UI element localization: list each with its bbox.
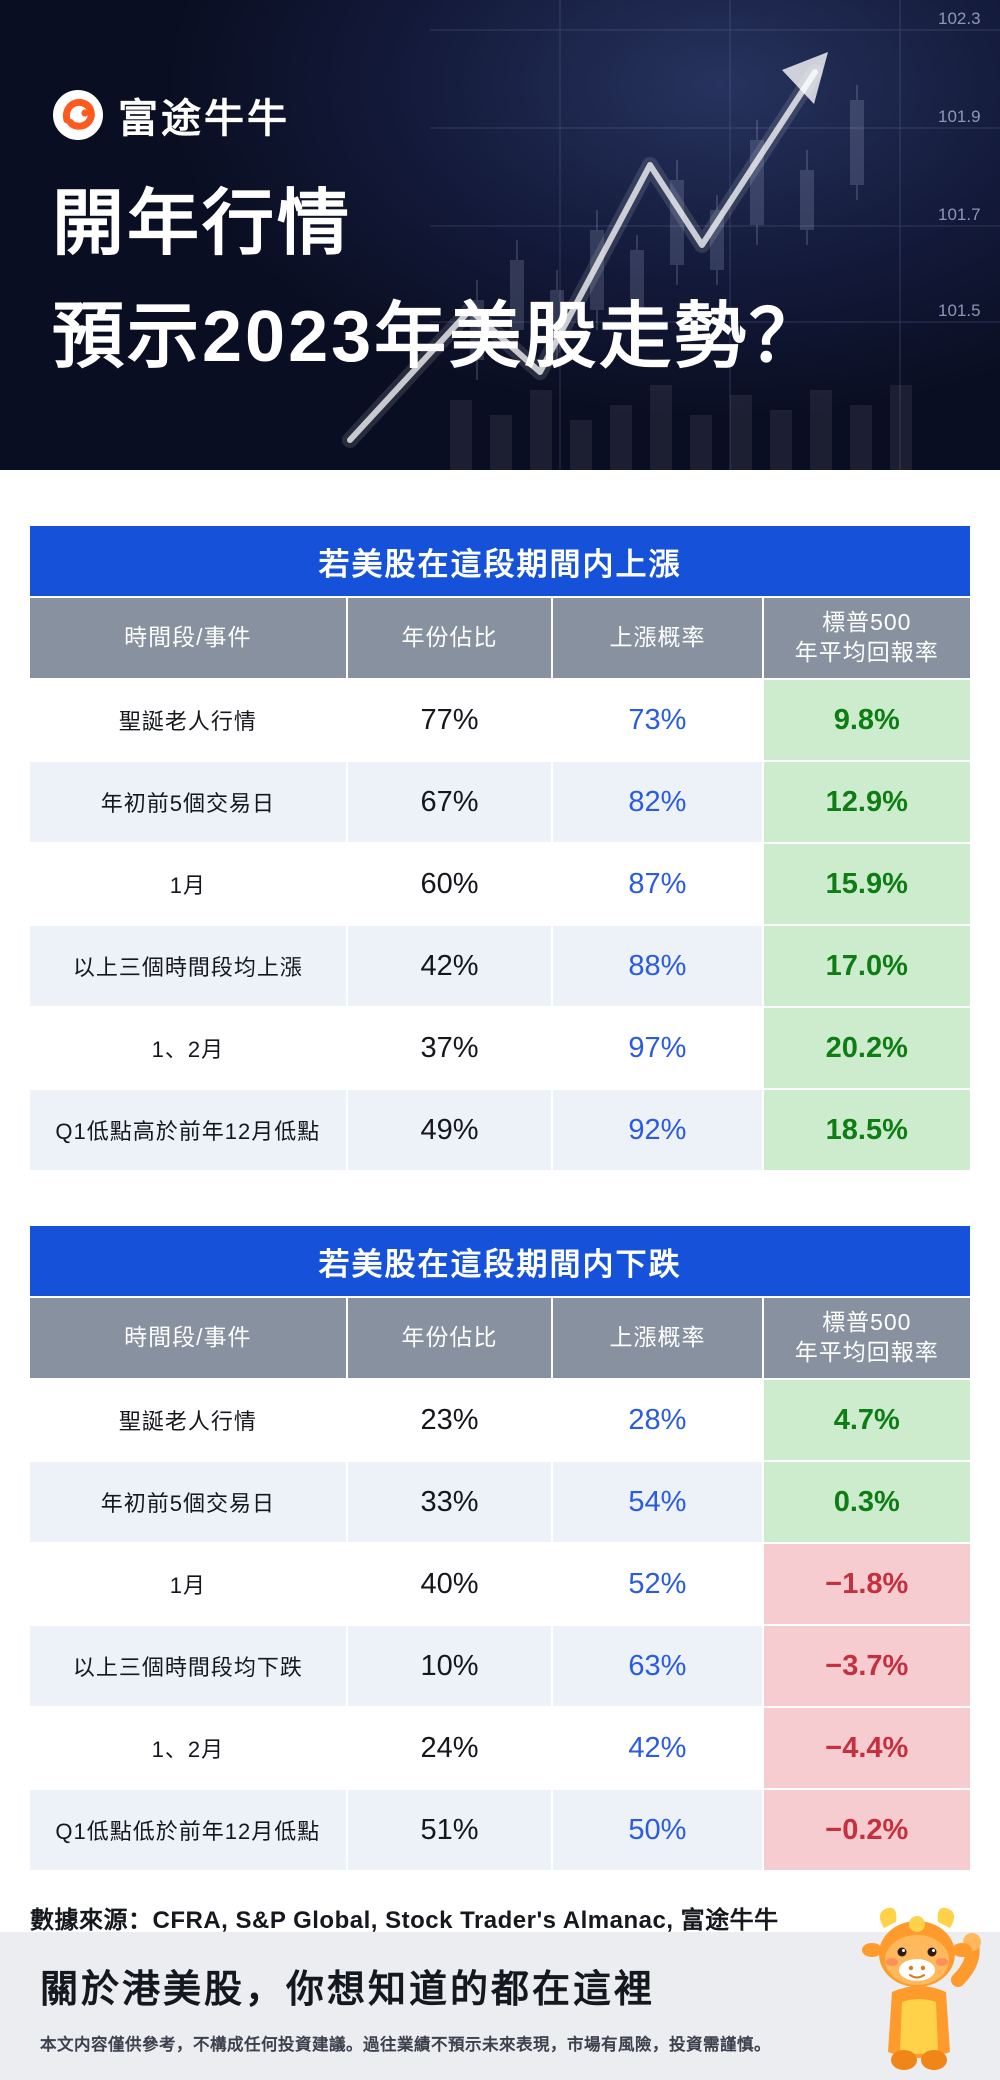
data-source-note: 數據來源：CFRA, S&P Global, Stock Trader's Al… bbox=[30, 1907, 779, 1934]
return-cell: 4.7% bbox=[763, 1380, 970, 1460]
return-cell: 12.9% bbox=[763, 762, 970, 842]
share-cell: 24% bbox=[347, 1708, 552, 1788]
page-title-line1: 開年行情 bbox=[52, 184, 353, 264]
share-cell: 42% bbox=[347, 926, 552, 1006]
column-header: 年份佔比 bbox=[347, 1298, 552, 1378]
event-cell: Q1低點高於前年12月低點 bbox=[30, 1090, 346, 1170]
probability-cell: 42% bbox=[553, 1708, 762, 1788]
event-cell: 年初前5個交易日 bbox=[30, 1462, 346, 1542]
probability-cell: 88% bbox=[553, 926, 762, 1006]
footer-disclaimer: 本文内容僅供參考，不構成任何投資建議。過往業績不預示未來表現，市場有風險，投資需… bbox=[40, 2036, 771, 2054]
event-cell: 聖誕老人行情 bbox=[30, 1380, 346, 1460]
table-row: 1、2月 37% 97% 20.2% bbox=[30, 1008, 970, 1088]
up-trend-arrow bbox=[342, 52, 828, 448]
return-cell: 17.0% bbox=[763, 926, 970, 1006]
probability-cell: 82% bbox=[553, 762, 762, 842]
share-cell: 67% bbox=[347, 762, 552, 842]
column-header: 標普500 年平均回報率 bbox=[763, 598, 970, 678]
table-row: 1、2月 24% 42% −4.4% bbox=[30, 1708, 970, 1788]
event-cell: 以上三個時間段均上漲 bbox=[30, 926, 346, 1006]
table-row: 年初前5個交易日 33% 54% 0.3% bbox=[30, 1462, 970, 1542]
probability-cell: 92% bbox=[553, 1090, 762, 1170]
return-cell: −3.7% bbox=[763, 1626, 970, 1706]
event-cell: 聖誕老人行情 bbox=[30, 680, 346, 760]
share-cell: 37% bbox=[347, 1008, 552, 1088]
event-cell: 1月 bbox=[30, 844, 346, 924]
return-cell: 9.8% bbox=[763, 680, 970, 760]
share-cell: 23% bbox=[347, 1380, 552, 1460]
return-cell: 20.2% bbox=[763, 1008, 970, 1088]
event-cell: 1月 bbox=[30, 1544, 346, 1624]
table-rise: 若美股在這段期間内上漲 時間段/事件 年份佔比 上漲概率 標普500 年平均回報率 聖… bbox=[30, 526, 970, 1170]
share-cell: 33% bbox=[347, 1462, 552, 1542]
return-cell: 15.9% bbox=[763, 844, 970, 924]
probability-cell: 97% bbox=[553, 1008, 762, 1088]
column-header: 上漲概率 bbox=[553, 598, 762, 678]
event-cell: 年初前5個交易日 bbox=[30, 762, 346, 842]
table-row: 1月 60% 87% 15.9% bbox=[30, 844, 970, 924]
table-body: 聖誕老人行情 23% 28% 4.7% 年初前5個交易日 33% 54% 0.3% 1月 40% 5… bbox=[30, 1380, 970, 1870]
table-body: 聖誕老人行情 77% 73% 9.8% 年初前5個交易日 67% 82% 12.9% 1月 60%… bbox=[30, 680, 970, 1170]
bull-mascot bbox=[862, 1907, 981, 2070]
probability-cell: 28% bbox=[553, 1380, 762, 1460]
futu-logo-icon bbox=[53, 90, 103, 140]
return-cell: 18.5% bbox=[763, 1090, 970, 1170]
probability-cell: 50% bbox=[553, 1790, 762, 1870]
probability-cell: 87% bbox=[553, 844, 762, 924]
table-row: Q1低點高於前年12月低點 49% 92% 18.5% bbox=[30, 1090, 970, 1170]
column-header: 時間段/事件 bbox=[30, 1298, 346, 1378]
probability-cell: 52% bbox=[553, 1544, 762, 1624]
event-cell: Q1低點低於前年12月低點 bbox=[30, 1790, 346, 1870]
table-title: 若美股在這段期間内上漲 bbox=[30, 526, 970, 596]
brand-name: 富途牛牛 bbox=[118, 97, 290, 141]
table-row: Q1低點低於前年12月低點 51% 50% −0.2% bbox=[30, 1790, 970, 1870]
axis-label: 101.9 bbox=[938, 107, 981, 126]
hero-titles: 開年行情 預示2023年美股走勢？ bbox=[52, 168, 824, 394]
axis-label: 101.5 bbox=[938, 301, 981, 320]
page-title-line2: 預示2023年美股走勢？ bbox=[52, 297, 825, 377]
return-cell: −0.2% bbox=[763, 1790, 970, 1870]
brand: 富途牛牛 bbox=[52, 86, 290, 144]
table-row: 聖誕老人行情 77% 73% 9.8% bbox=[30, 680, 970, 760]
stock-chart-background: 102.3 101.9 101.7 101.5 bbox=[342, 0, 1000, 470]
share-cell: 51% bbox=[347, 1790, 552, 1870]
column-header: 標普500 年平均回報率 bbox=[763, 1298, 970, 1378]
probability-cell: 63% bbox=[553, 1626, 762, 1706]
footer-banner: 關於港美股，你想知道的都在這裡 本文内容僅供參考，不構成任何投資建議。過往業績不… bbox=[0, 1932, 1000, 2080]
share-cell: 60% bbox=[347, 844, 552, 924]
share-cell: 77% bbox=[347, 680, 552, 760]
volume-bars-decoration bbox=[450, 385, 912, 470]
probability-cell: 73% bbox=[553, 680, 762, 760]
return-cell: −1.8% bbox=[763, 1544, 970, 1624]
footer-headline: 關於港美股，你想知道的都在這裡 bbox=[40, 1969, 656, 2011]
column-header: 上漲概率 bbox=[553, 1298, 762, 1378]
table-row: 以上三個時間段均上漲 42% 88% 17.0% bbox=[30, 926, 970, 1006]
axis-label: 101.7 bbox=[938, 205, 981, 224]
table-column-headers: 時間段/事件 年份佔比 上漲概率 標普500 年平均回報率 bbox=[30, 598, 970, 678]
table-column-headers: 時間段/事件 年份佔比 上漲概率 標普500 年平均回報率 bbox=[30, 1298, 970, 1378]
table-row: 1月 40% 52% −1.8% bbox=[30, 1544, 970, 1624]
table-row: 年初前5個交易日 67% 82% 12.9% bbox=[30, 762, 970, 842]
hero-banner: 102.3 101.9 101.7 101.5 bbox=[0, 0, 1000, 470]
table-fall: 若美股在這段期間内下跌 時間段/事件 年份佔比 上漲概率 標普500 年平均回報率 聖… bbox=[30, 1226, 970, 1870]
share-cell: 49% bbox=[347, 1090, 552, 1170]
return-cell: −4.4% bbox=[763, 1708, 970, 1788]
column-header: 時間段/事件 bbox=[30, 598, 346, 678]
table-row: 聖誕老人行情 23% 28% 4.7% bbox=[30, 1380, 970, 1460]
table-row: 以上三個時間段均下跌 10% 63% −3.7% bbox=[30, 1626, 970, 1706]
return-cell: 0.3% bbox=[763, 1462, 970, 1542]
tables-section: 若美股在這段期間内上漲 時間段/事件 年份佔比 上漲概率 標普500 年平均回報率 聖… bbox=[0, 470, 1000, 1870]
probability-cell: 54% bbox=[553, 1462, 762, 1542]
event-cell: 1、2月 bbox=[30, 1008, 346, 1088]
share-cell: 40% bbox=[347, 1544, 552, 1624]
share-cell: 10% bbox=[347, 1626, 552, 1706]
table-title: 若美股在這段期間内下跌 bbox=[30, 1226, 970, 1296]
axis-label: 102.3 bbox=[938, 9, 981, 28]
event-cell: 以上三個時間段均下跌 bbox=[30, 1626, 346, 1706]
column-header: 年份佔比 bbox=[347, 598, 552, 678]
event-cell: 1、2月 bbox=[30, 1708, 346, 1788]
